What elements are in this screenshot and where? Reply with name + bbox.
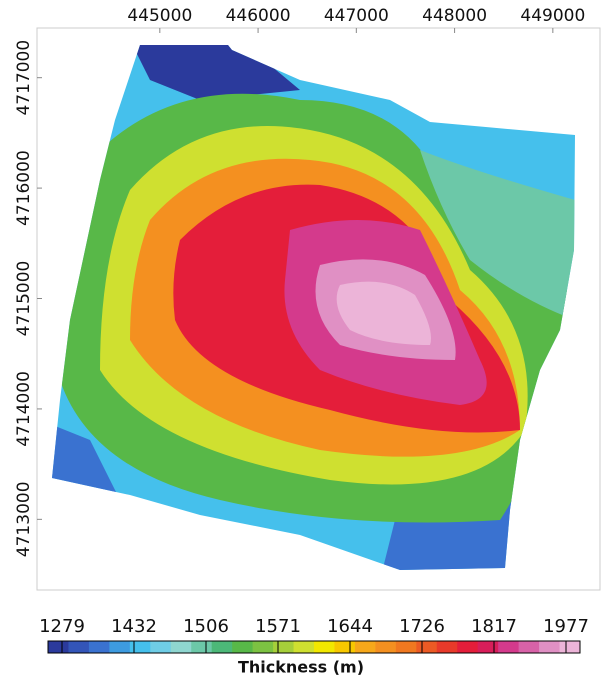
x-tick-label: 448000	[422, 6, 487, 26]
colorbar-swatch	[191, 641, 213, 653]
colorbar-swatch	[518, 641, 540, 653]
colorbar-tick-label: 1726	[399, 616, 445, 637]
colorbar-tick-label: 1571	[255, 616, 301, 637]
colorbar-tick-label: 1644	[327, 616, 373, 637]
colorbar-swatch	[334, 641, 356, 653]
colorbar-swatch	[436, 641, 458, 653]
thickness-surface	[52, 45, 575, 570]
colorbar-swatch	[293, 641, 315, 653]
x-tick-label: 449000	[520, 6, 585, 26]
y-tick-label: 4713000	[14, 481, 34, 557]
x-tick-label: 445000	[127, 6, 192, 26]
colorbar-tick-label: 1506	[183, 616, 229, 637]
y-tick-label: 4717000	[14, 40, 34, 116]
x-tick-label: 447000	[324, 6, 389, 26]
colorbar-swatch	[559, 641, 581, 653]
colorbar-swatch	[48, 641, 69, 653]
colorbar-swatch	[354, 641, 376, 653]
x-tick-label: 446000	[226, 6, 291, 26]
colorbar-swatch	[395, 641, 417, 653]
colorbar-swatch	[170, 641, 192, 653]
colorbar-frame	[47, 640, 581, 654]
plot-frame	[36, 27, 601, 591]
colorbar-swatch	[498, 641, 520, 653]
colorbar-swatch	[375, 641, 397, 653]
colorbar-swatch	[457, 641, 479, 653]
colorbar-swatch	[211, 641, 233, 653]
colorbar-swatch	[232, 641, 254, 653]
colorbar-swatch	[150, 641, 172, 653]
colorbar-label: Thickness (m)	[238, 658, 364, 677]
y-tick-label: 4716000	[14, 150, 34, 226]
colorbar-swatch	[314, 641, 335, 653]
colorbar-swatch	[68, 641, 90, 653]
colorbar-swatch	[88, 641, 110, 653]
colorbar-tick-label: 1279	[39, 616, 85, 637]
colorbar-swatch	[273, 641, 295, 653]
colorbar-swatch	[252, 641, 274, 653]
colorbar-swatch	[109, 641, 131, 653]
colorbar-swatch	[416, 641, 438, 653]
colorbar-swatch	[477, 641, 499, 653]
y-tick-label: 4714000	[14, 371, 34, 447]
y-tick-label: 4715000	[14, 261, 34, 337]
colorbar-tick-label: 1817	[471, 616, 517, 637]
colorbar-tick-label: 1432	[111, 616, 157, 637]
colorbar-tick-label: 1977	[543, 616, 589, 637]
colorbar-swatch	[129, 641, 151, 653]
colorbar-swatch	[539, 641, 561, 653]
